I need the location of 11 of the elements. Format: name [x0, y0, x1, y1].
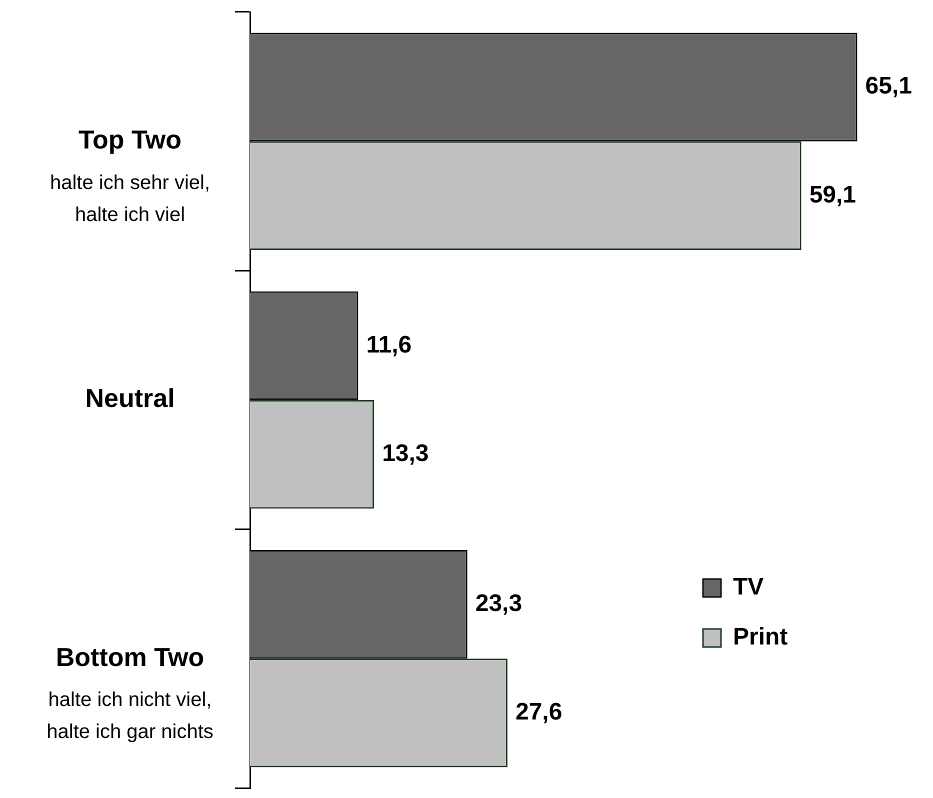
data-label: 59,1 [809, 181, 856, 208]
data-label: 13,3 [382, 440, 429, 467]
data-label: 11,6 [366, 331, 412, 358]
y-tick-label: Top Two halte ich sehr viel, halte ich viel [50, 124, 210, 226]
data-label: 27,6 [515, 698, 562, 726]
legend-label: TV [733, 574, 764, 601]
data-label: 65,1 [865, 72, 912, 100]
data-label: 23,3 [475, 590, 522, 617]
legend-label: Print [733, 624, 788, 651]
y-tick-label: Neutral [85, 383, 175, 414]
y-tick-label: Bottom Two halte ich nicht viel, halte ich gar nichts [46, 642, 214, 744]
